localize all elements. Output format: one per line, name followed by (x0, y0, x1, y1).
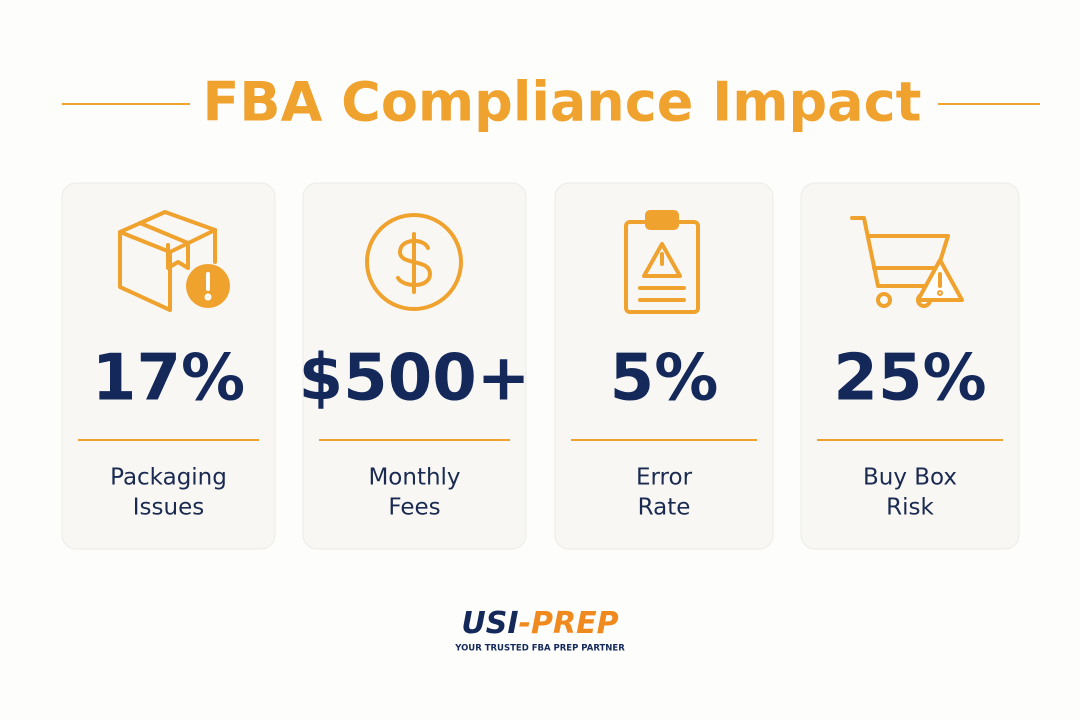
logo-part: -PREP (519, 606, 619, 641)
card-value: 5% (610, 342, 719, 416)
tagline: YOUR TRUSTED FBA PREP PARTNER (454, 644, 625, 654)
card (302, 182, 527, 550)
card-value: 25% (833, 342, 986, 416)
card (800, 182, 1020, 550)
card-value: 17% (92, 342, 245, 416)
card-label: Fees (388, 495, 440, 521)
card-label: Monthly (368, 465, 460, 491)
icon-clipboard (624, 210, 700, 314)
card-label: Risk (886, 495, 934, 521)
card (554, 182, 774, 550)
card-label: Issues (133, 495, 204, 521)
icon-box (118, 210, 230, 312)
cards: 17% Packaging Issues $500+ Monthly Fees 5% Erro… (61, 182, 1020, 550)
card-value: $500+ (299, 342, 531, 416)
card-label: Buy Box (863, 465, 957, 491)
icon-cart (850, 216, 964, 308)
card-label: Packaging (110, 465, 227, 491)
card-label: Error (636, 465, 693, 491)
logo: USI-PREP (461, 606, 618, 641)
icon-dollar (365, 213, 463, 311)
logo-part: USI (461, 606, 518, 641)
card-label: Rate (638, 495, 691, 521)
title: FBA Compliance Impact (203, 71, 922, 134)
